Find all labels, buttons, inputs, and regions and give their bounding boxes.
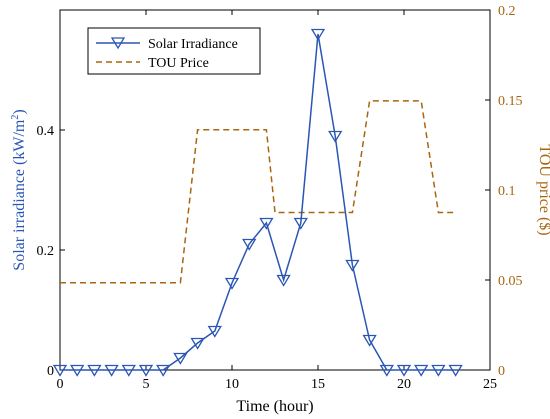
data-point-solar-irradiance — [414, 364, 429, 377]
left-y-tick-label: 0.2 — [37, 244, 55, 259]
data-point-solar-irradiance — [259, 217, 274, 230]
legend-marker-solar-irradiance — [110, 37, 126, 50]
x-tick-label: 5 — [143, 377, 150, 392]
x-axis-ticks: 0 5 10 15 20 25 — [57, 10, 497, 392]
data-point-solar-irradiance — [310, 28, 326, 41]
data-point-solar-irradiance — [362, 334, 377, 347]
data-point-solar-irradiance — [104, 364, 119, 377]
data-point-solar-irradiance — [293, 217, 308, 230]
data-point-solar-irradiance — [345, 259, 360, 272]
left-y-axis-label: Solar irradiance (kW/m2) — [10, 109, 28, 270]
data-point-solar-irradiance — [207, 325, 222, 338]
right-y-axis-ticks: 0 0.05 0.1 0.15 0.2 — [485, 4, 523, 379]
x-tick-label: 15 — [311, 377, 325, 392]
data-point-solar-irradiance — [224, 277, 240, 290]
data-point-solar-irradiance — [396, 364, 412, 377]
right-y-tick-label: 0.05 — [498, 274, 523, 289]
data-point-solar-irradiance — [448, 364, 463, 377]
data-point-solar-irradiance — [328, 130, 343, 143]
data-point-solar-irradiance — [121, 364, 136, 377]
left-y-tick-label: 0 — [47, 364, 54, 379]
x-tick-label: 0 — [57, 377, 64, 392]
right-y-tick-label: 0.2 — [498, 4, 516, 19]
series-line-tou-price — [60, 100, 456, 284]
x-tick-label: 20 — [397, 377, 411, 392]
data-point-solar-irradiance — [138, 364, 154, 377]
left-y-axis-ticks: 0 0.2 0.4 — [37, 124, 65, 379]
data-point-solar-irradiance — [379, 364, 394, 377]
series-line-solar-irradiance — [60, 33, 456, 371]
data-point-solar-irradiance — [276, 274, 291, 287]
data-point-solar-irradiance — [87, 364, 102, 377]
series-layer — [52, 28, 463, 377]
left-y-tick-label: 0.4 — [37, 124, 55, 139]
data-point-solar-irradiance — [190, 337, 205, 350]
data-point-solar-irradiance — [156, 364, 171, 377]
legend-label-tou-price: TOU Price — [148, 56, 209, 71]
legend: Solar Irradiance TOU Price — [87, 27, 261, 75]
right-y-axis-label: TOU price ($) — [536, 144, 550, 235]
data-point-solar-irradiance — [52, 364, 68, 377]
right-y-tick-label: 0 — [498, 364, 505, 379]
right-y-tick-label: 0.1 — [498, 184, 516, 199]
x-tick-label: 25 — [483, 377, 497, 392]
legend-label-solar-irradiance: Solar Irradiance — [148, 37, 238, 52]
legend-box — [87, 27, 261, 75]
data-point-solar-irradiance — [431, 364, 446, 377]
x-tick-label: 10 — [225, 377, 239, 392]
data-point-solar-irradiance — [173, 352, 188, 365]
data-point-solar-irradiance — [242, 238, 257, 251]
x-axis-label: Time (hour) — [236, 398, 313, 415]
data-point-solar-irradiance — [70, 364, 85, 377]
right-y-tick-label: 0.15 — [498, 94, 523, 109]
